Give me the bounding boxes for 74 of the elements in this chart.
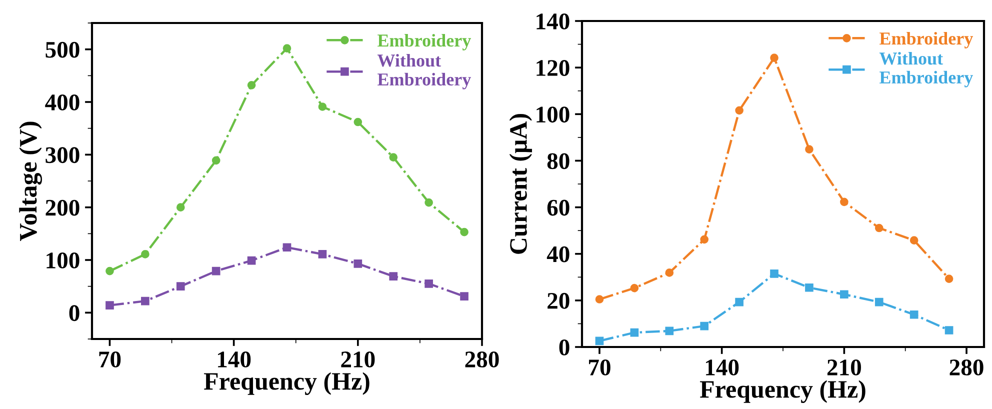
point	[247, 256, 256, 265]
point	[389, 272, 398, 280]
point	[630, 284, 639, 292]
point	[735, 106, 744, 115]
x-tick-label: 210	[341, 351, 375, 368]
y-tick-label: 0	[559, 339, 570, 356]
x-tick-label: 70	[589, 359, 610, 376]
point	[595, 295, 604, 304]
point	[840, 290, 848, 299]
point	[460, 228, 468, 236]
y-tick-label: 60	[547, 200, 570, 216]
point	[665, 268, 674, 277]
point	[354, 118, 362, 126]
y-tick-label: 40	[546, 246, 570, 262]
x-tick-label: 140	[218, 351, 251, 368]
point	[770, 269, 778, 278]
y-axis-title: Voltage (V)	[19, 122, 42, 242]
point	[318, 250, 327, 258]
point	[318, 102, 327, 111]
point	[460, 292, 468, 301]
y-tick-label: 100	[536, 106, 570, 123]
x-axis-title: Frequency (Hz)	[204, 372, 370, 395]
legend-label: Embroidery	[378, 34, 471, 50]
y-tick-label: 0	[69, 305, 80, 322]
point	[840, 198, 848, 206]
point	[282, 44, 292, 52]
y-tick-label: 140	[536, 13, 570, 30]
point	[735, 298, 744, 306]
y-tick-label: 80	[547, 153, 570, 170]
point	[805, 145, 814, 154]
point	[176, 282, 185, 290]
legend-label: Embroidery	[880, 32, 973, 48]
point	[176, 203, 185, 212]
point	[424, 280, 433, 288]
x-axis-title: Frequency (Hz)	[700, 380, 866, 403]
legend-label: Without Embroidery	[377, 54, 471, 90]
point	[106, 301, 114, 310]
point	[770, 54, 778, 62]
point	[944, 274, 954, 283]
y-tick-label: 400	[45, 94, 80, 110]
point	[630, 328, 639, 337]
point	[805, 283, 814, 292]
point	[874, 224, 884, 232]
point	[910, 236, 918, 245]
y-tick-label: 300	[46, 147, 80, 164]
x-tick-label: 70	[99, 351, 121, 368]
point	[247, 80, 256, 90]
point	[595, 336, 604, 346]
point	[700, 322, 709, 330]
y-tick-label: 500	[46, 42, 80, 58]
point	[700, 235, 709, 244]
point	[354, 260, 362, 268]
point	[141, 250, 150, 258]
x-tick-label: 280	[465, 351, 499, 368]
point	[141, 296, 150, 306]
point	[910, 310, 918, 319]
y-tick-label: 120	[536, 60, 570, 76]
x-tick-label: 210	[827, 359, 861, 376]
legend-label: Without Embroidery	[879, 52, 973, 88]
y-axis-title: Current (μA)	[509, 114, 532, 254]
point	[282, 243, 292, 252]
x-tick-label: 140	[706, 359, 739, 376]
point	[944, 326, 954, 334]
point	[212, 266, 220, 276]
y-tick-label: 100	[46, 252, 80, 268]
point	[665, 326, 674, 336]
point	[424, 198, 433, 207]
point	[874, 298, 884, 306]
point	[389, 153, 398, 162]
point	[106, 266, 114, 276]
y-tick-label: 20	[548, 292, 570, 309]
point	[212, 156, 220, 165]
x-tick-label: 280	[950, 359, 984, 376]
y-tick-label: 200	[46, 200, 80, 216]
